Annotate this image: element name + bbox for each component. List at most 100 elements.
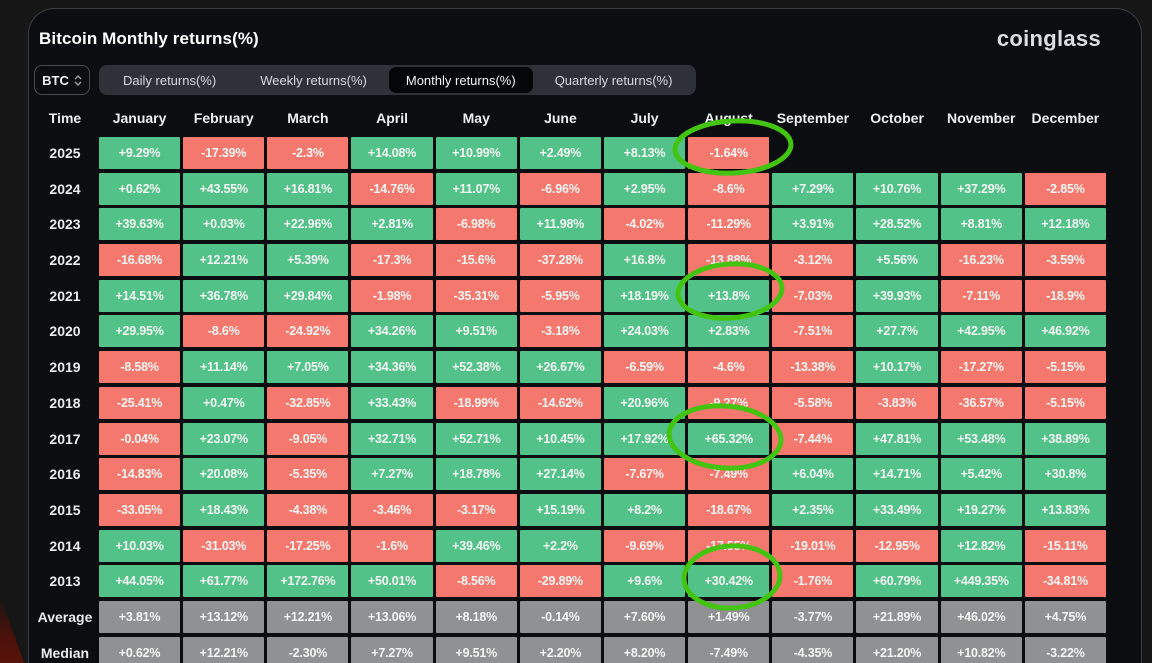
cell-2013-september: -1.76%: [772, 565, 854, 598]
period-tabs: Daily returns(%) Weekly returns(%) Monthly…: [99, 65, 697, 95]
cell-2018-february: +0.47%: [183, 386, 265, 419]
updown-chevrons-icon: [74, 74, 82, 86]
tab-weekly-returns[interactable]: Weekly returns(%): [238, 67, 389, 93]
cell-2020-october: +27.7%: [856, 315, 938, 348]
cell-2014-august: -17.55%: [688, 529, 770, 562]
cell-2023-february: +0.03%: [183, 208, 265, 241]
cell-average-january: +3.81%: [99, 600, 181, 633]
cell-2024-october: +10.76%: [856, 172, 938, 205]
row-label-2021: 2021: [49, 287, 81, 304]
cell-2016-may: +18.78%: [435, 458, 517, 491]
cell-2023-june: +11.98%: [519, 208, 601, 241]
tab-daily-returns[interactable]: Daily returns(%): [101, 67, 238, 93]
cell-average-september: -3.77%: [772, 600, 854, 633]
cell-2020-january: +29.95%: [99, 315, 181, 348]
controls-row: BTC Daily returns(%) Weekly returns(%) Mon…: [34, 65, 1141, 95]
cell-2025-january: +9.29%: [99, 137, 181, 169]
cell-2017-december: +38.89%: [1024, 422, 1106, 455]
cell-2025-february: -17.39%: [183, 137, 265, 169]
cell-2014-may: +39.46%: [435, 529, 517, 562]
cell-2017-may: +52.71%: [435, 422, 517, 455]
cell-2021-june: -5.95%: [519, 279, 601, 312]
coinglass-logo: coinglass: [996, 26, 1101, 51]
cell-2017-march: -9.05%: [267, 422, 349, 455]
cell-2020-august: +2.83%: [688, 315, 770, 348]
cell-2015-august: -18.67%: [688, 493, 770, 526]
cell-2017-july: +17.92%: [603, 422, 686, 455]
cell-2022-march: +5.39%: [267, 244, 349, 277]
cell-median-november: +10.82%: [940, 636, 1022, 663]
cell-2014-july: -9.69%: [603, 529, 686, 562]
cell-2017-september: -7.44%: [772, 422, 854, 455]
symbol-select[interactable]: BTC: [34, 65, 90, 95]
cell-2020-november: +42.95%: [940, 315, 1022, 348]
cell-2016-january: -14.83%: [99, 458, 181, 491]
returns-table: Time January February March April May June July…: [34, 105, 1106, 663]
cell-2014-october: -12.95%: [856, 529, 938, 562]
cell-2016-april: +7.27%: [351, 458, 433, 491]
cell-2017-april: +32.71%: [351, 422, 433, 455]
cell-median-january: +0.62%: [99, 636, 181, 663]
cell-2021-september: -7.03%: [772, 279, 854, 312]
column-header-september: September: [776, 110, 850, 126]
tab-monthly-returns[interactable]: Monthly returns(%): [388, 67, 533, 93]
cell-2021-december: -18.9%: [1024, 279, 1106, 312]
cell-2022-september: -3.12%: [772, 244, 854, 277]
cell-2024-july: +2.95%: [603, 172, 686, 205]
row-label-median: Median: [40, 644, 90, 661]
cell-median-october: +21.20%: [856, 636, 938, 663]
cell-2019-february: +11.14%: [183, 351, 265, 384]
returns-widget-panel: Bitcoin Monthly returns(%) coinglass BTC…: [28, 8, 1142, 663]
tab-quarterly-returns[interactable]: Quarterly returns(%): [533, 67, 695, 93]
title-row: Bitcoin Monthly returns(%) coinglass: [39, 26, 1101, 52]
cell-2013-march: +172.76%: [267, 565, 349, 598]
cell-2025-december: [1025, 137, 1106, 169]
cell-2014-february: -31.03%: [183, 529, 265, 562]
cell-2024-april: -14.76%: [351, 172, 433, 205]
cell-2018-november: -36.57%: [940, 386, 1022, 419]
cell-2019-november: -17.27%: [940, 351, 1022, 384]
cell-2013-august: +30.42%: [688, 565, 770, 598]
cell-2013-february: +61.77%: [183, 565, 265, 598]
cell-2018-october: -3.83%: [856, 386, 938, 419]
cell-2017-november: +53.48%: [940, 422, 1022, 455]
cell-2014-june: +2.2%: [519, 529, 601, 562]
cell-2016-july: -7.67%: [603, 458, 686, 491]
cell-2025-november: [941, 137, 1022, 169]
row-label-2022: 2022: [49, 252, 81, 269]
cell-2025-april: +14.08%: [351, 137, 433, 169]
cell-2023-july: -4.02%: [603, 208, 686, 241]
cell-2014-december: -15.11%: [1024, 529, 1106, 562]
row-label-2017: 2017: [49, 430, 81, 447]
cell-2019-july: -6.59%: [603, 351, 686, 384]
cell-average-june: -0.14%: [519, 600, 601, 633]
cell-average-december: +4.75%: [1024, 600, 1106, 633]
cell-2019-january: -8.58%: [99, 351, 181, 384]
cell-average-november: +46.02%: [940, 600, 1022, 633]
cell-2020-may: +9.51%: [435, 315, 517, 348]
cell-2025-september: [772, 137, 853, 169]
page-title: Bitcoin Monthly returns(%): [39, 29, 259, 48]
cell-2015-september: +2.35%: [772, 493, 854, 526]
table-body: 2025 +9.29% -17.39% -2.3% +14.08% +10.99% +2.4…: [34, 137, 1106, 663]
cell-2018-july: +20.96%: [603, 386, 686, 419]
cell-2022-april: -17.3%: [351, 244, 433, 277]
cell-2017-february: +23.07%: [183, 422, 265, 455]
cell-2023-november: +8.81%: [940, 208, 1022, 241]
cell-2022-may: -15.6%: [435, 244, 517, 277]
cell-2024-september: +7.29%: [772, 172, 854, 205]
cell-2019-august: -4.6%: [688, 351, 770, 384]
cell-2015-november: +19.27%: [940, 493, 1022, 526]
cell-2019-december: -5.15%: [1024, 351, 1106, 384]
cell-2013-july: +9.6%: [603, 565, 686, 598]
cell-average-march: +12.21%: [267, 600, 349, 633]
cell-2021-january: +14.51%: [99, 279, 181, 312]
column-header-june: June: [544, 110, 577, 126]
cell-median-july: +8.20%: [603, 636, 686, 663]
cell-2020-september: -7.51%: [772, 315, 854, 348]
cell-2024-december: -2.85%: [1024, 172, 1106, 205]
cell-2018-march: -32.85%: [267, 386, 349, 419]
cell-2021-november: -7.11%: [940, 279, 1022, 312]
cell-2018-april: +33.43%: [351, 386, 433, 419]
